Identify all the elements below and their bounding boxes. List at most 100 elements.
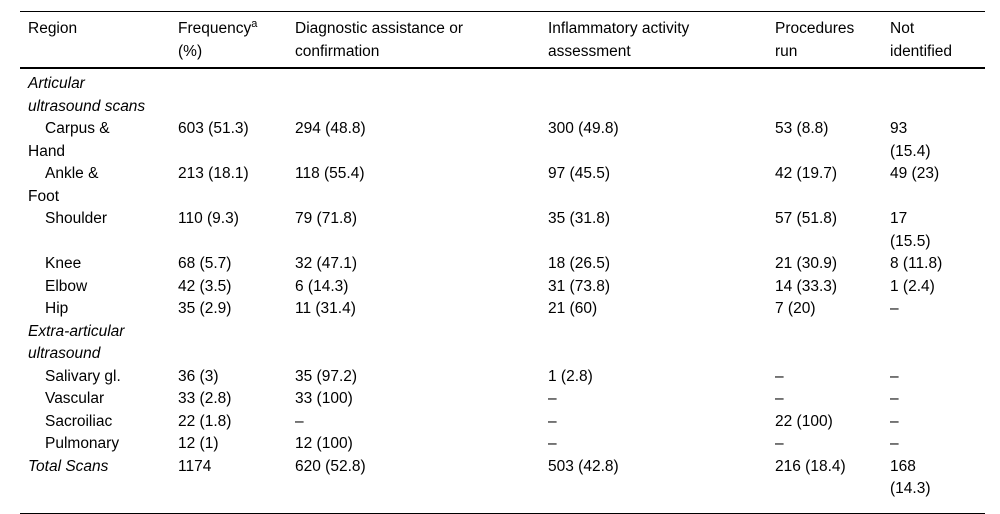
row-ankle-foot: Ankle & Foot 213 (18.1) 118 (55.4) 97 (4… [20,163,985,208]
region-cell: Pulmonary [45,435,120,452]
procedures-cell: 53 (8.8) [775,120,829,137]
column-header-region: Region [20,11,170,69]
frequency-cell: 12 (1) [178,435,219,452]
frequency-cell: 36 (3) [178,367,219,385]
diagnostic-cell: 12 (100) [295,435,353,452]
diagnostic-cell: 33 (100) [295,390,353,407]
region-cell: Hip [45,300,69,317]
frequency-cell: 33 (2.8) [178,390,232,407]
cell [767,321,882,366]
frequency-cell: 1174 [178,457,212,475]
cell [170,68,287,118]
inflammatory-cell: – [548,412,557,430]
frequency-cell: 110 (9.3) [178,210,239,227]
diagnostic-cell: 35 (97.2) [295,367,358,385]
inflammatory-cell: – [548,390,557,407]
procedures-cell: 22 (100) [775,412,833,430]
inflammatory-cell: 35 (31.8) [548,210,611,227]
cell [287,68,540,118]
procedures-cell: 7 (20) [775,300,816,317]
region-cell: Shoulder [45,210,108,227]
column-header-frequency: Frequencya (%) [170,11,287,69]
procedures-cell: 21 (30.9) [775,255,838,272]
region-cell: Vascular [45,390,105,407]
procedures-cell: 14 (33.3) [775,277,838,295]
cell [882,68,985,118]
cell [540,321,767,366]
not-identified-cell: – [890,390,899,407]
cell [882,321,985,366]
row-hip: Hip 35 (2.9) 11 (31.4) 21 (60) 7 (20) – [20,298,985,321]
inflammatory-cell: 1 (2.8) [548,367,593,385]
row-salivary-gl: Salivary gl. 36 (3) 35 (97.2) 1 (2.8) – … [20,366,985,389]
not-identified-cell: 8 (11.8) [890,255,943,272]
column-header-diagnostic-assistance: Diagnostic assistance or confirmation [287,11,540,69]
not-identified-cell: 49 (23) [890,165,940,182]
row-pulmonary: Pulmonary 12 (1) 12 (100) – – – [20,433,985,456]
inflammatory-cell: 21 (60) [548,300,598,317]
region-cell: Ankle & Foot [28,165,99,205]
section-label: Articular ultrasound scans [28,75,146,115]
procedures-cell: – [775,367,784,385]
ultrasound-scan-regions-table: Region Frequencya (%) Diagnostic assistan… [20,11,985,514]
region-cell: Carpus & Hand [28,120,110,160]
frequency-cell: 22 (1.8) [178,412,232,430]
not-identified-cell: 1 (2.4) [890,277,935,295]
diagnostic-cell: 79 (71.8) [295,210,358,227]
diagnostic-cell: 32 (47.1) [295,255,358,272]
column-header-not-identified: Not identified [882,11,985,69]
row-shoulder: Shoulder 110 (9.3) 79 (71.8) 35 (31.8) 5… [20,208,985,253]
inflammatory-cell: 31 (73.8) [548,277,611,295]
diagnostic-cell: – [295,412,304,430]
row-vascular: Vascular 33 (2.8) 33 (100) – – – [20,388,985,411]
frequency-cell: 35 (2.9) [178,300,232,317]
cell [540,68,767,118]
not-identified-cell: – [890,435,899,452]
inflammatory-cell: 300 (49.8) [548,120,619,137]
row-carpus-hand: Carpus & Hand 603 (51.3) 294 (48.8) 300 … [20,118,985,163]
column-header-procedures-run: Procedures run [767,11,882,69]
frequency-cell: 213 (18.1) [178,165,249,182]
procedures-cell: – [775,435,784,452]
section-row-articular: Articular ultrasound scans [20,68,985,118]
header-row: Region Frequencya (%) Diagnostic assistan… [20,11,985,69]
diagnostic-cell: 118 (55.4) [295,165,365,182]
diagnostic-cell: 294 (48.8) [295,120,366,137]
column-header-inflammatory-activity: Inflammatory activity assessment [540,11,767,69]
cell [170,321,287,366]
not-identified-cell: – [890,367,899,385]
procedures-cell: 216 (18.4) [775,457,846,475]
not-identified-cell: – [890,300,899,317]
region-cell: Knee [45,255,82,272]
footnote-marker-a: a [251,17,258,30]
region-cell: Sacroiliac [45,412,113,430]
frequency-cell: 603 (51.3) [178,120,249,137]
diagnostic-cell: 620 (52.8) [295,457,366,475]
row-elbow: Elbow 42 (3.5) 6 (14.3) 31 (73.8) 14 (33… [20,276,985,299]
row-knee: Knee 68 (5.7) 32 (47.1) 18 (26.5) 21 (30… [20,253,985,276]
region-cell: Elbow [45,277,88,295]
cell [767,68,882,118]
procedures-cell: – [775,390,784,407]
frequency-cell: 68 (5.7) [178,255,232,272]
diagnostic-cell: 6 (14.3) [295,277,349,295]
not-identified-cell: 168 (14.3) [890,457,931,498]
section-label: Extra-articular ultrasound [28,322,125,363]
not-identified-cell: 17 (15.5) [890,210,931,250]
inflammatory-cell: 18 (26.5) [548,255,611,272]
region-cell: Salivary gl. [45,367,121,385]
inflammatory-cell: – [548,435,557,452]
not-identified-cell: – [890,412,899,430]
procedures-cell: 42 (19.7) [775,165,838,182]
section-row-extra-articular: Extra-articular ultrasound [20,321,985,366]
column-header-frequency-unit: (%) [178,42,203,60]
row-total-scans: Total Scans 1174 620 (52.8) 503 (42.8) 2… [20,456,985,514]
not-identified-cell: 93 (15.4) [890,120,931,160]
inflammatory-cell: 503 (42.8) [548,457,619,475]
inflammatory-cell: 97 (45.5) [548,165,611,182]
diagnostic-cell: 11 (31.4) [295,300,356,317]
row-sacroiliac: Sacroiliac 22 (1.8) – – 22 (100) – [20,411,985,434]
total-label: Total Scans [28,457,109,475]
procedures-cell: 57 (51.8) [775,210,838,227]
